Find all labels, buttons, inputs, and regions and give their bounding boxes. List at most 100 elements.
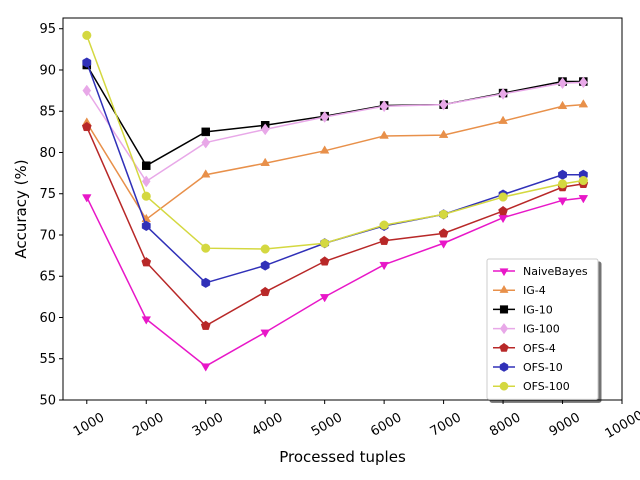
legend-marker	[499, 362, 509, 372]
data-point	[141, 316, 152, 325]
legend-item: OFS-100	[493, 380, 570, 393]
data-point	[201, 127, 210, 137]
y-tick-label: 60	[39, 311, 56, 326]
x-tick-label: 9000	[547, 410, 583, 440]
x-axis-title: Processed tuples	[279, 448, 406, 466]
x-tick-label: 1000	[71, 410, 107, 440]
legend-marker	[499, 268, 509, 277]
series-ig-100	[82, 76, 588, 188]
data-point	[498, 192, 508, 202]
data-point	[498, 87, 508, 100]
data-point	[558, 169, 567, 180]
y-axis-ticks: 50 55 60 65 70 75 80 85 90 95	[39, 22, 63, 409]
data-point	[141, 175, 151, 188]
series-line	[86, 103, 584, 221]
plot-series	[81, 30, 589, 372]
series-ofs-100	[82, 30, 588, 254]
data-point	[319, 145, 330, 154]
data-point	[379, 261, 389, 271]
data-point	[81, 121, 92, 132]
data-point	[578, 195, 589, 204]
legend: NaiveBayes IG-4 IG-10 IG-100 OFS-4 OFS-10 OFS-…	[486, 258, 599, 400]
y-tick-label: 95	[39, 22, 56, 37]
x-tick-label: 2000	[130, 410, 166, 440]
y-tick-label: 50	[39, 394, 56, 409]
data-point	[201, 243, 211, 253]
data-point	[201, 277, 211, 288]
data-point	[557, 197, 568, 206]
data-point	[200, 320, 211, 330]
data-point	[438, 228, 449, 238]
legend-label: IG-4	[523, 284, 546, 297]
legend-item: IG-10	[493, 303, 553, 316]
data-point	[141, 191, 151, 201]
data-point	[82, 57, 92, 68]
y-tick-label: 85	[39, 105, 56, 120]
y-tick-label: 65	[39, 270, 56, 285]
x-tick-label: 8000	[487, 410, 523, 440]
x-tick-label: 7000	[428, 410, 464, 440]
data-point	[439, 209, 449, 219]
legend-label: NaiveBayes	[523, 265, 588, 278]
x-tick-label: 3000	[190, 410, 226, 440]
x-axis-ticks: 1000 2000 3000 4000 5000 6000 7000 8000 9000 1000…	[71, 400, 640, 442]
series-naivebayes	[82, 194, 589, 372]
legend-marker	[499, 322, 509, 335]
data-point	[141, 257, 152, 267]
data-point	[260, 286, 271, 297]
data-point	[579, 76, 588, 89]
data-point	[438, 240, 449, 249]
legend-label: IG-100	[523, 323, 560, 336]
series-line	[86, 62, 584, 284]
y-tick-label: 90	[39, 63, 56, 78]
legend-marker	[499, 284, 509, 293]
data-point	[379, 220, 389, 230]
data-point	[141, 220, 151, 231]
data-point	[558, 77, 567, 90]
series-ig-4	[82, 99, 589, 223]
plot-area-frame	[62, 17, 623, 401]
legend-label: IG-10	[523, 303, 553, 316]
data-point	[439, 98, 448, 111]
data-point	[578, 175, 588, 186]
legend-item: OFS-4	[493, 342, 556, 355]
data-point	[260, 260, 270, 271]
legend-box	[486, 258, 599, 400]
legend-label: OFS-4	[523, 342, 556, 355]
series-line	[86, 64, 584, 167]
y-tick-label: 75	[39, 187, 56, 202]
series-line	[86, 126, 584, 327]
y-axis-title: Accuracy (%)	[12, 159, 30, 258]
data-point	[498, 115, 508, 124]
data-point	[319, 256, 330, 266]
y-tick-label: 70	[39, 228, 56, 243]
data-point	[379, 100, 389, 113]
x-tick-label: 6000	[368, 410, 404, 440]
data-point	[201, 136, 211, 149]
data-point	[260, 244, 270, 254]
series-line	[86, 81, 584, 183]
data-point	[320, 111, 329, 123]
legend-label: OFS-10	[523, 361, 563, 374]
x-tick-label: 4000	[249, 410, 285, 440]
legend-item: NaiveBayes	[493, 265, 588, 278]
data-point	[557, 100, 568, 110]
y-tick-label: 55	[39, 352, 56, 367]
legend-marker	[499, 305, 509, 314]
data-point	[82, 30, 92, 40]
legend-marker	[499, 342, 509, 352]
data-point	[320, 238, 330, 248]
legend-item: IG-100	[493, 323, 560, 336]
data-point	[82, 84, 92, 97]
legend-marker	[499, 381, 509, 391]
data-point	[379, 130, 389, 139]
data-point	[260, 329, 270, 338]
y-tick-label: 80	[39, 146, 56, 161]
series-line	[86, 35, 584, 250]
data-point	[557, 179, 568, 189]
x-tick-label: 10000	[603, 408, 640, 442]
legend-label: OFS-100	[523, 380, 570, 393]
data-point	[82, 194, 92, 203]
data-point	[319, 294, 330, 303]
